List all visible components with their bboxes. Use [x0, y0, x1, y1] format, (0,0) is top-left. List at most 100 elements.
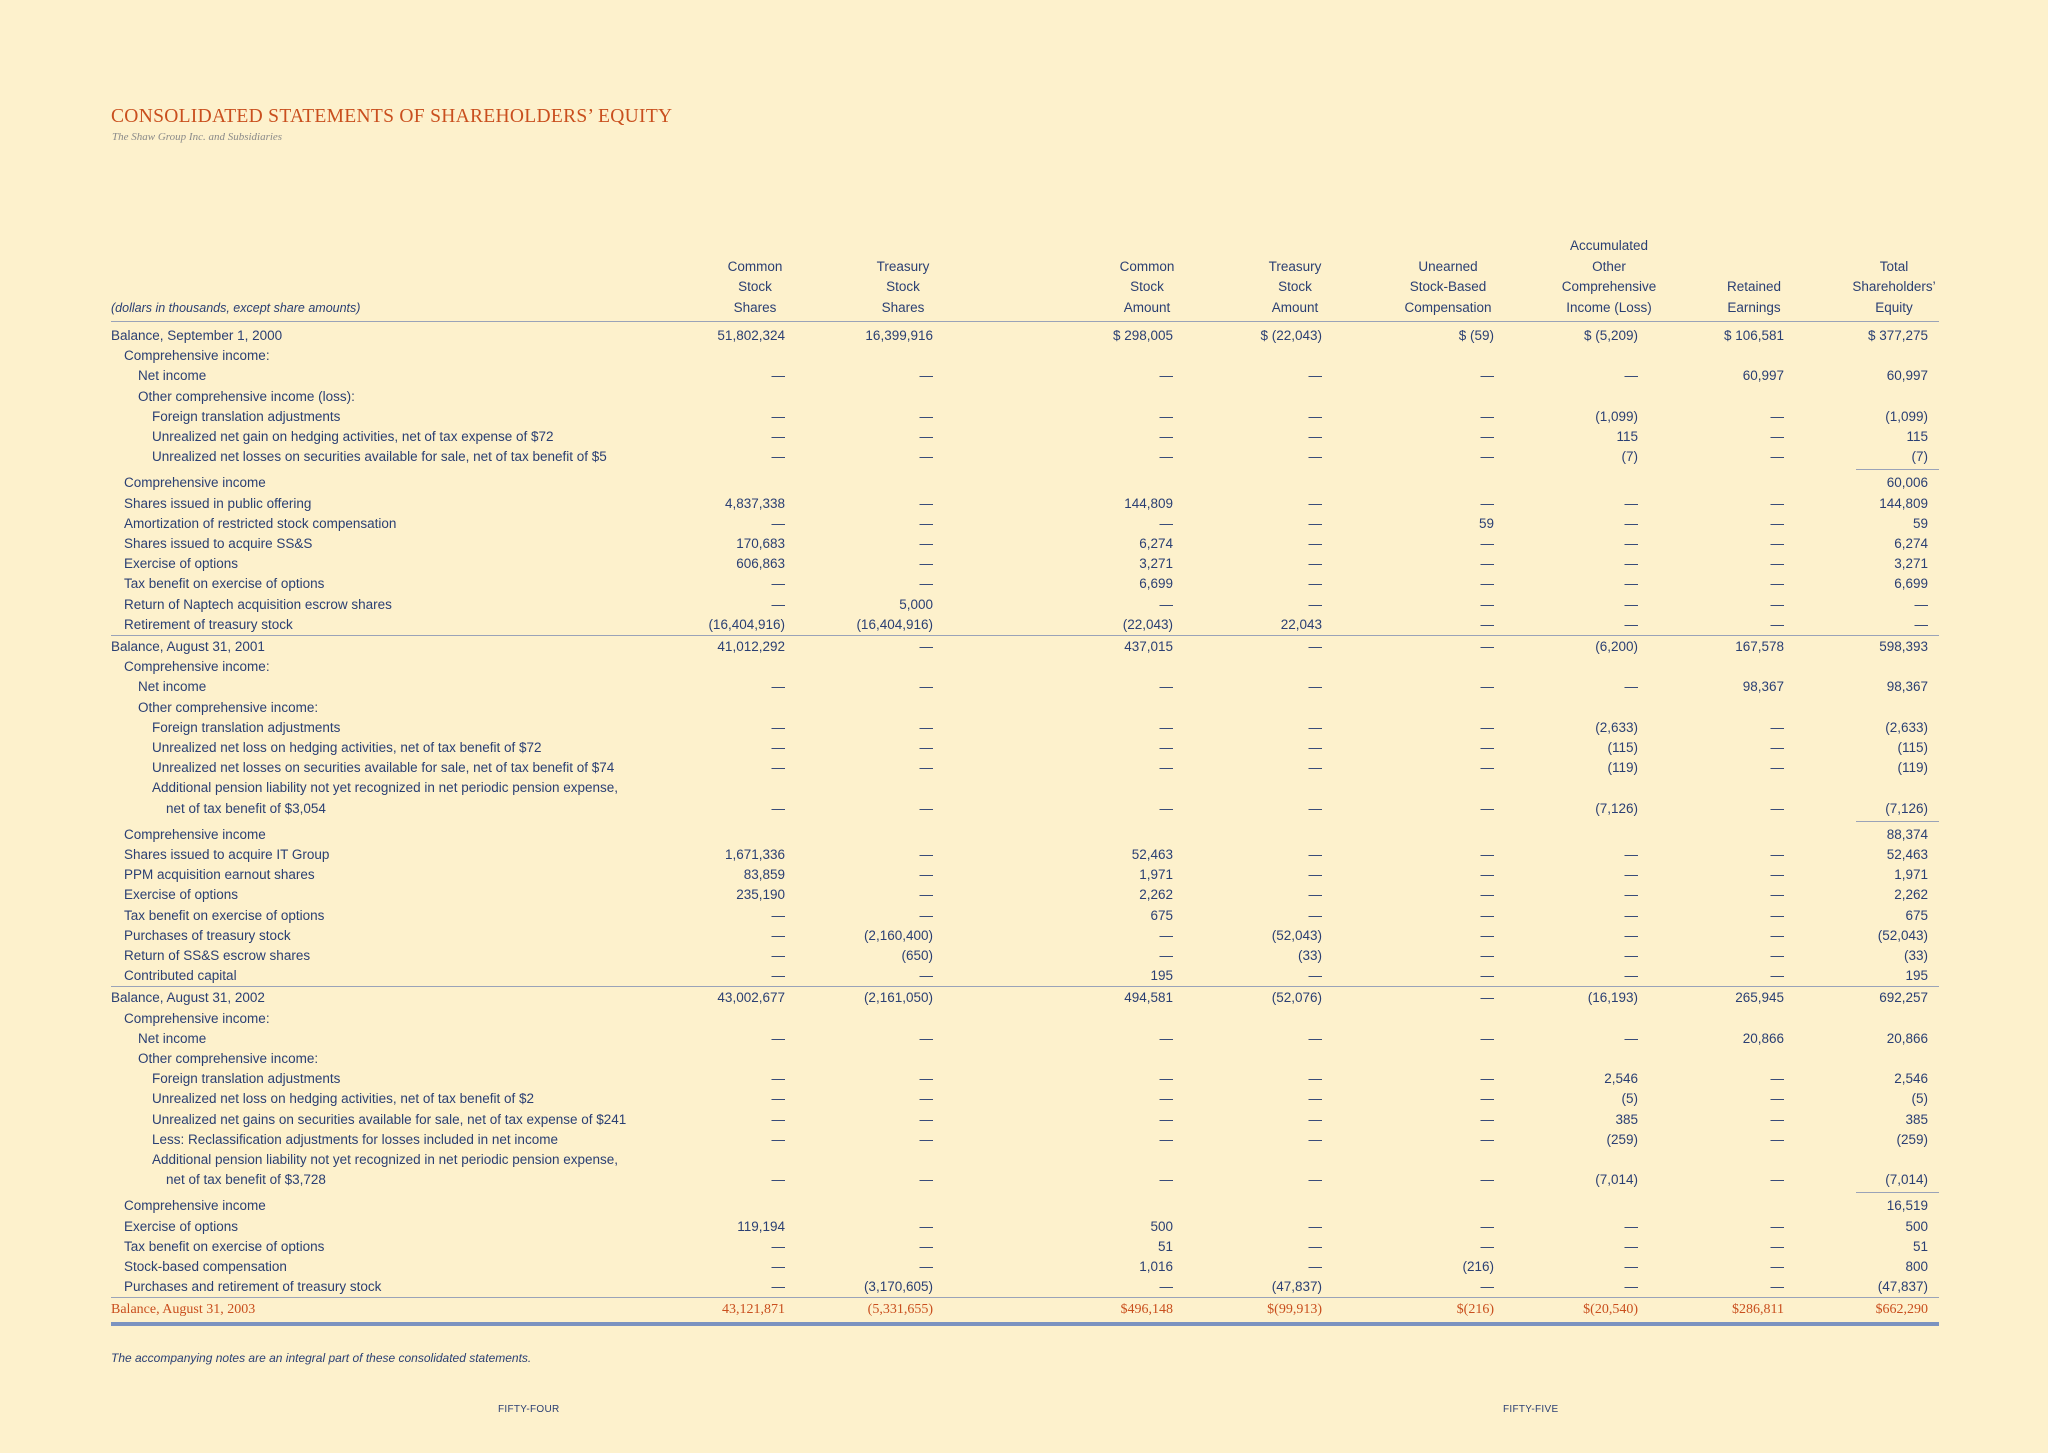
cell-value: — — [1770, 867, 1785, 883]
cell-value: 675 — [1150, 907, 1173, 923]
row-label: Comprehensive income — [124, 826, 266, 842]
table-row: Comprehensive income 88,374 — [111, 825, 1939, 845]
cell-value: — — [919, 1172, 934, 1188]
cell-value: $286,811 — [1732, 1302, 1784, 1318]
cell-value: — — [1624, 1238, 1639, 1254]
balance-row: Balance, August 31, 2002 43,002,677 (2,161… — [111, 988, 1939, 1008]
table-row: Net income — — — — — — 98,367 98,367 — [111, 677, 1939, 697]
cell-value: — — [771, 1259, 786, 1274]
cell-value: 41,012,292 — [717, 639, 785, 654]
cell-value: — — [1480, 576, 1495, 592]
cell-value: — — [1480, 429, 1495, 444]
footnote: The accompanying notes are an integral p… — [111, 1351, 532, 1365]
row-label: Tax benefit on exercise of options — [124, 1238, 325, 1254]
table-row: Shares issued to acquire IT Group 1,671,3… — [111, 845, 1939, 865]
cell-value: 20,866 — [1886, 1030, 1928, 1046]
cell-value: — — [1770, 948, 1785, 963]
cell-value: — — [1914, 616, 1929, 632]
table-row: Unrealized net losses on securities avai… — [111, 758, 1939, 778]
table-row: Unrealized net gain on hedging activitie… — [111, 427, 1939, 447]
row-label: Unrealized net loss on hedging activitie… — [152, 740, 542, 755]
row-label: Additional pension liability not yet rec… — [152, 780, 619, 796]
cell-value: 22,043 — [1280, 616, 1322, 632]
table-row: Retirement of treasury stock (16,404,916)… — [111, 615, 1939, 635]
column-header-text: Stock — [738, 279, 772, 294]
cell-value: $662,290 — [1875, 1302, 1929, 1318]
table-row: Net income — — — — — — 60,997 60,997 — [111, 366, 1939, 386]
table-row: Unrealized net loss on hedging activitie… — [111, 738, 1939, 758]
cell-value: 43,121,871 — [722, 1302, 785, 1318]
cell-value: — — [771, 948, 786, 963]
cell-value: (33) — [1903, 948, 1928, 963]
cell-value: — — [919, 1091, 934, 1107]
cell-value: — — [1770, 576, 1785, 592]
row-label: Exercise of options — [124, 887, 239, 903]
cell-value: — — [919, 1131, 934, 1147]
cell-value: — — [1159, 679, 1174, 695]
cell-value: 60,997 — [1742, 368, 1784, 384]
cell-value: 88,374 — [1886, 826, 1928, 842]
cell-value: — — [919, 1218, 934, 1234]
row-label: Shares issued to acquire SS&S — [124, 536, 313, 551]
cell-value: 6,699 — [1139, 576, 1173, 592]
cell-value: — — [1308, 596, 1323, 612]
cell-value: — — [919, 907, 934, 923]
column-header-text: Amount — [1271, 299, 1319, 315]
cell-value: (650) — [901, 948, 933, 963]
row-label: Amortization of restricted stock compens… — [124, 515, 397, 531]
cell-value: (52,076) — [1271, 990, 1322, 1006]
cell-value: 43,002,677 — [717, 990, 785, 1006]
row-label: Purchases and retirement of treasury sto… — [124, 1279, 382, 1295]
cell-value: (7) — [1621, 449, 1639, 465]
row-label: Retirement of treasury stock — [124, 616, 293, 632]
cell-value: 265,945 — [1735, 990, 1784, 1006]
table-row: Exercise of options 235,190 — 2,262 — — — — 2,26… — [111, 885, 1939, 905]
cell-value: — — [771, 679, 786, 695]
cell-value: (7,014) — [1595, 1172, 1638, 1188]
rule-line — [1856, 469, 1939, 471]
cell-value: — — [1308, 1030, 1323, 1046]
row-label: Foreign translation adjustments — [152, 408, 341, 424]
table-row: Exercise of options 606,863 — 3,271 — — — — 3,27… — [111, 554, 1939, 574]
column-header-text: Earnings — [1727, 299, 1781, 315]
cell-value: — — [1159, 1279, 1174, 1295]
page-title: CONSOLIDATED STATEMENTS OF SHAREHOLDERS’… — [111, 106, 673, 127]
cell-value: — — [1308, 1071, 1323, 1087]
row-label: Comprehensive income: — [124, 348, 270, 364]
cell-value: — — [771, 1091, 786, 1107]
cell-value: 167,578 — [1735, 639, 1784, 654]
cell-value: — — [1770, 887, 1785, 903]
table-row: Unrealized net losses on securities avai… — [111, 447, 1939, 467]
row-label: Balance, August 31, 2001 — [111, 639, 265, 654]
cell-value: — — [919, 800, 934, 816]
cell-value: 144,809 — [1124, 495, 1173, 511]
row-label: Net income — [138, 368, 207, 384]
cell-value: — — [1770, 1131, 1785, 1147]
cell-value: — — [771, 368, 786, 384]
cell-value: — — [1480, 1218, 1495, 1234]
cell-value: (16,193) — [1587, 990, 1638, 1006]
cell-value: — — [1480, 990, 1495, 1006]
cell-value: — — [1480, 719, 1495, 735]
row-label: PPM acquisition earnout shares — [124, 867, 315, 883]
cell-value: — — [1308, 576, 1323, 592]
cell-value: 98,367 — [1886, 679, 1928, 695]
cell-value: (1,099) — [1885, 408, 1928, 424]
cell-value: — — [1308, 719, 1323, 735]
cell-value: — — [1480, 596, 1495, 612]
cell-value: — — [919, 1111, 934, 1127]
table-row: Other comprehensive income (loss): — [111, 387, 1939, 407]
cell-value: — — [1159, 596, 1174, 612]
rule-line — [111, 1321, 1939, 1326]
cell-value: 1,671,336 — [724, 847, 785, 862]
table-row: Comprehensive income 16,519 — [111, 1196, 1939, 1216]
cell-value: 51,802,324 — [717, 328, 785, 343]
row-label: Tax benefit on exercise of options — [124, 576, 325, 592]
cell-value: — — [1770, 495, 1785, 511]
cell-value: — — [919, 449, 934, 465]
row-label: Balance, August 31, 2003 — [111, 1302, 256, 1318]
cell-value: — — [1624, 596, 1639, 612]
cell-value: — — [1770, 1279, 1785, 1295]
cell-value: — — [1480, 1279, 1495, 1295]
cell-value: (22,043) — [1122, 616, 1173, 632]
